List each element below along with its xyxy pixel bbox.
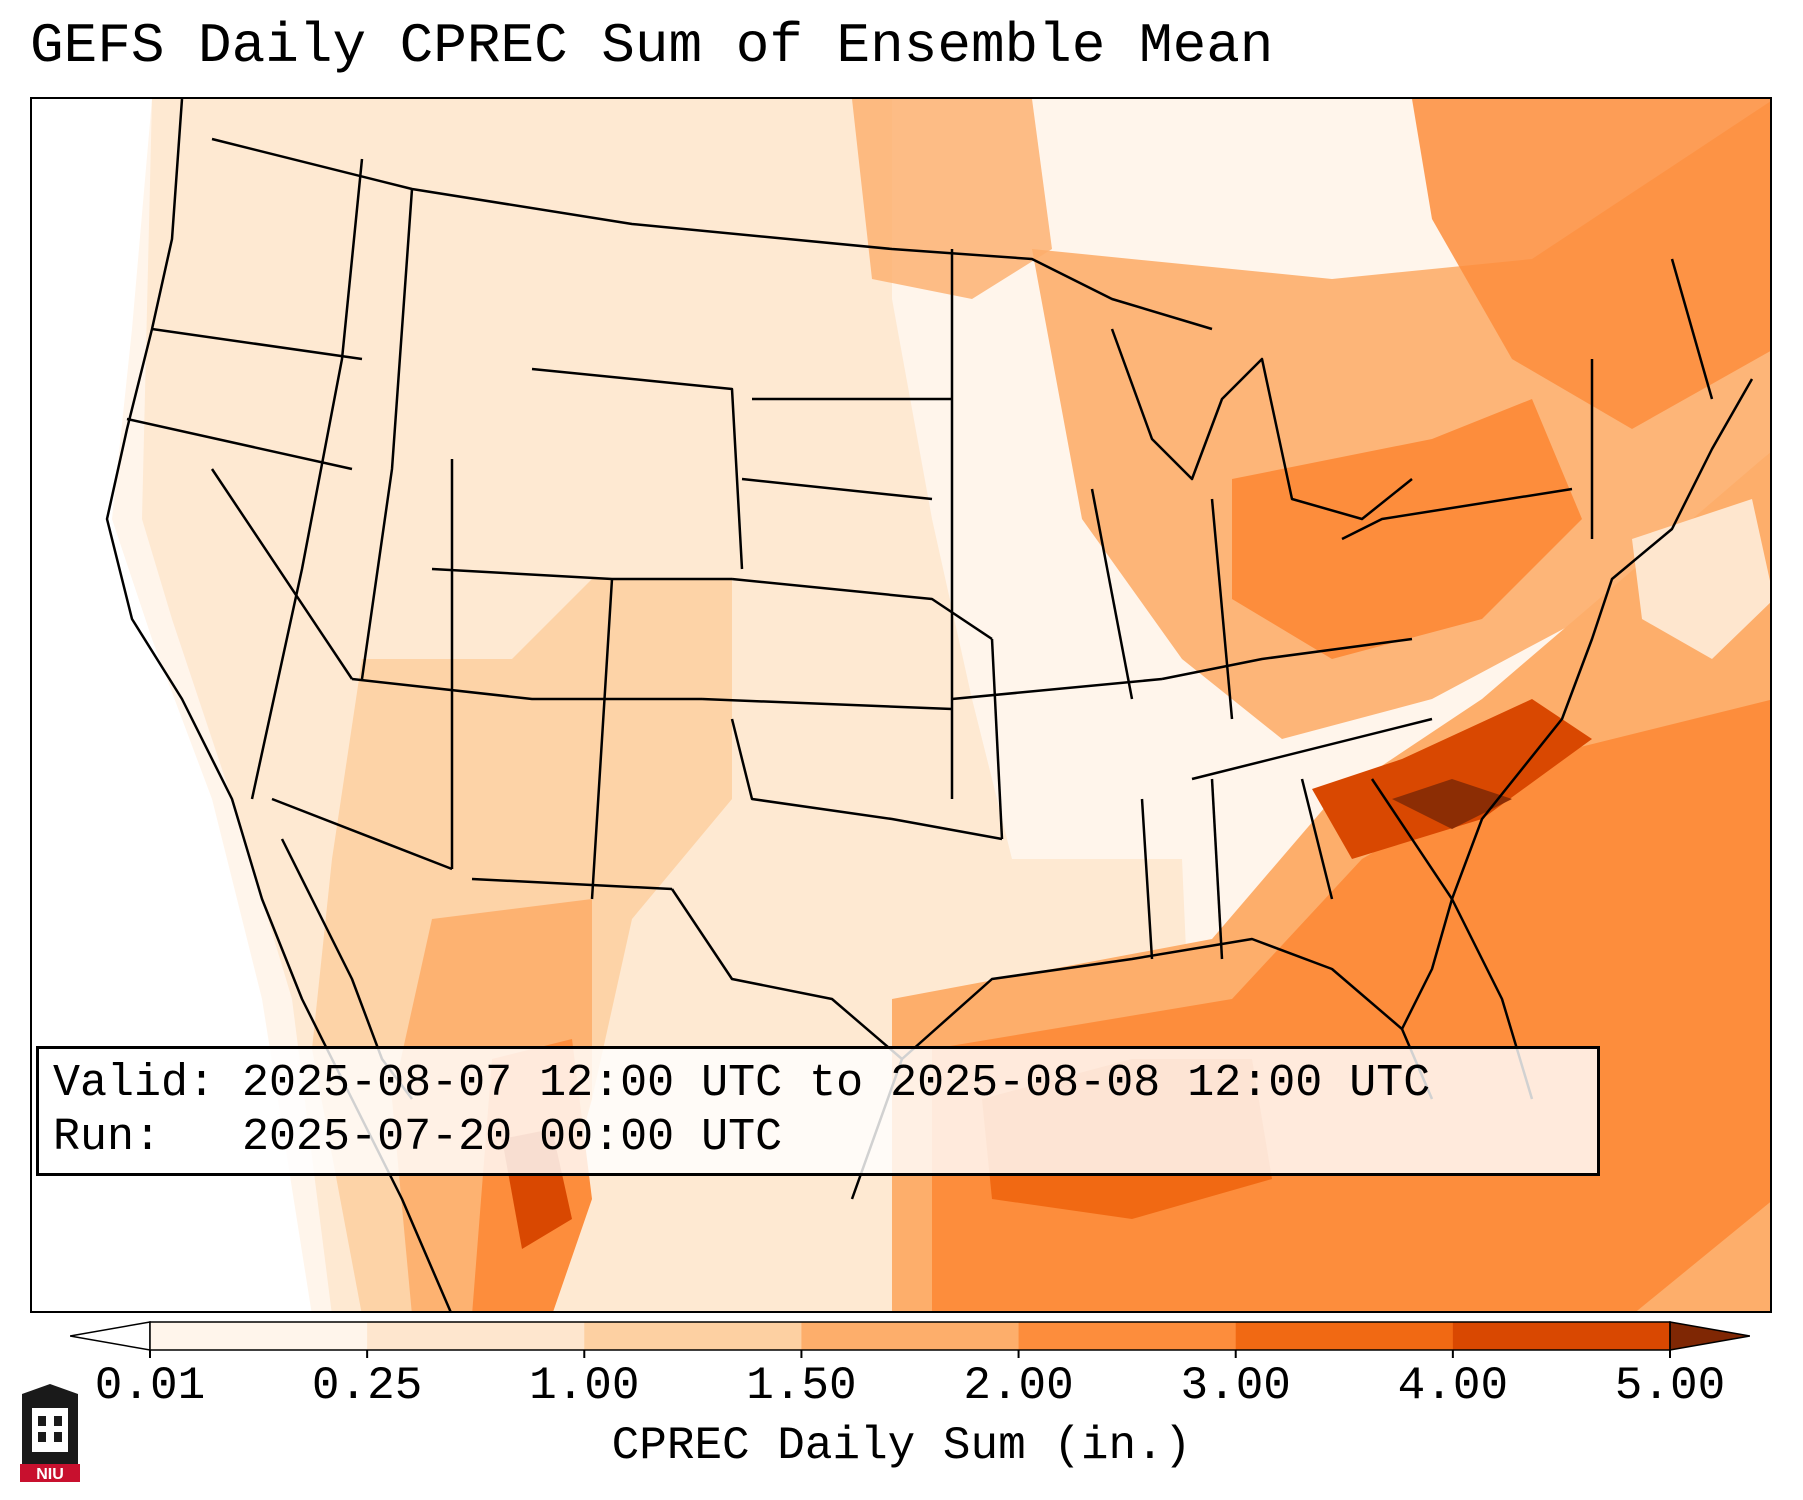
run-value: 2025-07-20 00:00 UTC	[242, 1112, 783, 1163]
colorbar-segment	[367, 1322, 585, 1350]
colorbar-segment	[801, 1322, 1020, 1350]
colorbar-over-triangle	[1669, 1321, 1750, 1351]
colorbar-tick-label: 4.00	[1397, 1360, 1509, 1412]
valid-value: 2025-08-07 12:00 UTC to 2025-08-08 12:00…	[242, 1058, 1431, 1109]
colorbar-tick-label: 3.00	[1180, 1360, 1291, 1412]
colorbar-under-triangle	[70, 1321, 151, 1351]
colorbar-segment	[1452, 1322, 1671, 1350]
niu-logo: NIU	[20, 1384, 80, 1483]
colorbar-segment	[1018, 1322, 1237, 1350]
colorbar-tick-label: 5.00	[1614, 1360, 1726, 1412]
colorbar-segment	[150, 1322, 368, 1350]
run-label: Run:	[53, 1112, 162, 1163]
colorbar-tick-label: 2.00	[963, 1360, 1074, 1412]
map-title: GEFS Daily CPREC Sum of Ensemble Mean	[30, 14, 1274, 78]
colorbar-tick-label: 1.00	[529, 1360, 640, 1412]
valid-line: Valid: 2025-08-07 12:00 UTC to 2025-08-0…	[53, 1057, 1583, 1111]
valid-label: Valid:	[53, 1058, 216, 1109]
colorbar-segment	[584, 1322, 802, 1350]
colorbar-tick-label: 0.01	[94, 1360, 206, 1412]
colorbar	[70, 1321, 1750, 1358]
colorbar-tick-label: 1.50	[746, 1360, 857, 1412]
run-line: Run: 2025-07-20 00:00 UTC	[53, 1111, 1583, 1165]
colorbar-segment	[1235, 1322, 1454, 1350]
info-box: Valid: 2025-08-07 12:00 UTC to 2025-08-0…	[36, 1046, 1600, 1176]
colorbar-outline	[149, 1321, 1671, 1351]
colorbar-tick-label: 0.25	[311, 1360, 423, 1412]
logo-text: NIU	[36, 1466, 64, 1483]
colorbar-label: CPREC Daily Sum (in.)	[611, 1420, 1192, 1472]
